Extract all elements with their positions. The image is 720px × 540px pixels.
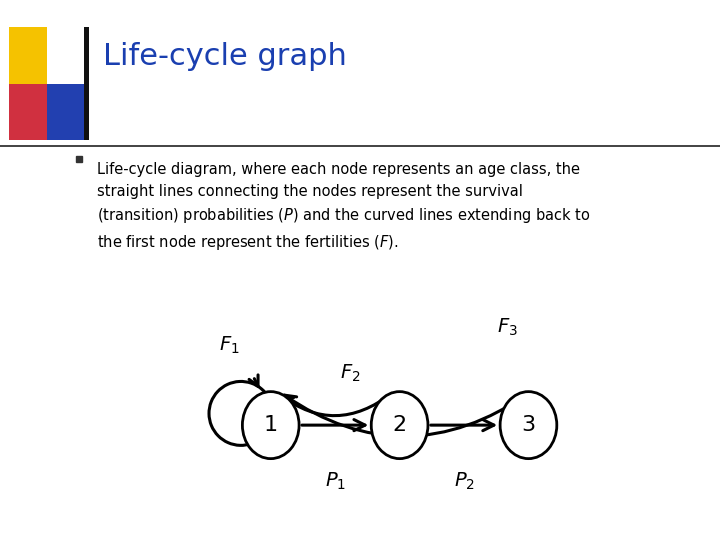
Text: $P_1$: $P_1$ [325, 471, 346, 492]
Text: Life-cycle diagram, where each node represents an age class, the
straight lines : Life-cycle diagram, where each node repr… [97, 162, 590, 252]
Text: 3: 3 [521, 415, 536, 435]
Text: $F_1$: $F_1$ [219, 335, 240, 356]
FancyBboxPatch shape [84, 27, 89, 140]
Text: $P_2$: $P_2$ [454, 471, 474, 492]
FancyBboxPatch shape [9, 84, 47, 140]
Text: $F_2$: $F_2$ [341, 363, 361, 384]
Text: Life-cycle graph: Life-cycle graph [103, 42, 347, 71]
Text: 1: 1 [264, 415, 278, 435]
FancyBboxPatch shape [47, 84, 84, 140]
FancyBboxPatch shape [9, 27, 47, 84]
Text: $F_3$: $F_3$ [498, 316, 518, 338]
Text: 2: 2 [392, 415, 407, 435]
Ellipse shape [243, 392, 299, 458]
Ellipse shape [372, 392, 428, 458]
Ellipse shape [500, 392, 557, 458]
